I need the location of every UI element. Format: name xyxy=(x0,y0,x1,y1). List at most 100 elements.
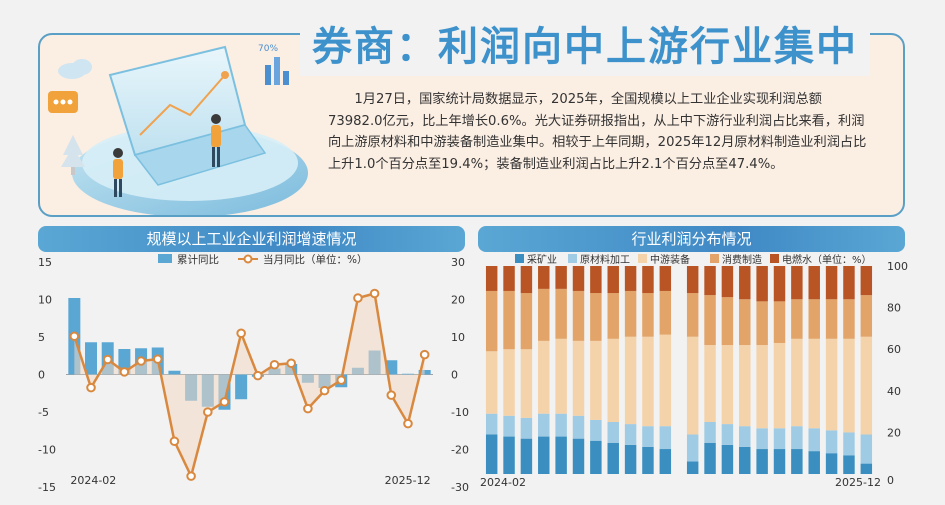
stacked-segment xyxy=(555,436,567,474)
stacked-segment xyxy=(756,345,768,429)
y-axis-tick: 80 xyxy=(887,302,901,315)
stacked-segment xyxy=(520,266,533,294)
profit-distribution-panel-title: 行业利润分布情况 xyxy=(478,226,905,252)
stacked-segment xyxy=(739,426,751,447)
stacked-segment xyxy=(572,340,585,416)
chat-bubble-icon xyxy=(48,91,78,113)
stacked-segment xyxy=(860,336,873,435)
stacked-segment xyxy=(704,442,716,474)
monthly-point xyxy=(186,471,196,481)
stacked-segment xyxy=(538,413,550,437)
stacked-segment xyxy=(704,295,716,346)
stacked-segment xyxy=(572,266,585,291)
stacked-segment xyxy=(773,428,786,450)
cloud-icon xyxy=(58,59,92,79)
stacked-segment xyxy=(503,436,515,474)
stacked-segment xyxy=(659,290,672,335)
legend-swatch xyxy=(568,254,577,263)
stacked-segment xyxy=(756,428,768,450)
stacked-segment xyxy=(686,434,699,462)
stacked-segment xyxy=(607,293,619,339)
left-axis-tick: -15 xyxy=(38,481,56,494)
stacked-segment xyxy=(642,426,654,447)
stacked-segment xyxy=(503,290,515,350)
monthly-point xyxy=(369,288,380,299)
stacked-segment xyxy=(485,266,498,291)
stacked-segment xyxy=(808,299,820,339)
stacked-segment xyxy=(704,422,716,443)
stacked-segment xyxy=(825,266,838,300)
stacked-segment xyxy=(555,338,567,414)
stacked-segment xyxy=(538,340,550,414)
stacked-segment xyxy=(590,266,602,294)
illustration: 70% xyxy=(48,44,308,215)
stacked-segment xyxy=(721,444,734,474)
stacked-segment xyxy=(555,288,567,339)
stacked-segment xyxy=(773,266,786,302)
y-axis-tick: 60 xyxy=(887,343,901,356)
legend-label: 原材料加工 xyxy=(580,253,630,266)
monthly-point xyxy=(269,359,280,370)
legend-label: 消费制造 xyxy=(722,253,762,266)
stacked-segment xyxy=(607,442,619,474)
left-axis-tick: -5 xyxy=(38,406,49,419)
stacked-segment xyxy=(704,345,716,422)
profit-growth-chart: 15 10 5 0 -5 -10 -15 30 20 10 0 -10 -20 -30 2024-02 202… xyxy=(38,253,469,494)
x-axis-last-label: 2025-12 xyxy=(835,476,881,489)
monthly-point xyxy=(419,349,430,360)
stacked-segment xyxy=(686,336,699,435)
right-axis-tick: 30 xyxy=(451,256,465,269)
legend-line-marker xyxy=(243,254,253,264)
title-background: 券商：利润向中上游行业集中 xyxy=(300,18,870,76)
stacked-segment xyxy=(739,266,751,300)
stacked-segment xyxy=(520,438,533,474)
monthly-point xyxy=(219,397,230,407)
monthly-point xyxy=(353,293,363,303)
right-axis-tick: 20 xyxy=(451,294,465,307)
cumulative-bar xyxy=(401,373,414,375)
left-axis-tick: 10 xyxy=(38,294,52,307)
stacked-segment xyxy=(721,424,734,445)
legend: 采矿业 原材料加工 中游装备 消费制造 电燃水（单位：%） xyxy=(515,253,872,266)
page-title: 券商：利润向中上游行业集中 xyxy=(312,24,858,70)
left-axis-tick: 5 xyxy=(38,331,45,344)
stacked-segment xyxy=(756,449,768,474)
monthly-point xyxy=(319,385,330,396)
monthly-point xyxy=(253,370,263,381)
monthly-point xyxy=(286,358,297,369)
stacked-segment xyxy=(686,461,699,474)
stacked-segment xyxy=(607,266,619,294)
left-axis-tick: -10 xyxy=(38,444,56,457)
stacked-segment xyxy=(572,290,585,341)
stacked-segment xyxy=(520,293,533,350)
stacked-segment xyxy=(843,266,855,300)
stacked-segment xyxy=(659,334,672,427)
stacked-segment xyxy=(756,301,768,346)
legend-swatch xyxy=(770,254,779,263)
legend-label: 采矿业 xyxy=(527,253,557,266)
x-axis-first-label: 2024-02 xyxy=(480,476,526,489)
y-axis-tick: 100 xyxy=(887,260,908,273)
stacked-segment xyxy=(555,266,567,289)
stacked-segment xyxy=(808,428,820,452)
stacked-segment xyxy=(721,266,734,298)
stacked-segment xyxy=(485,351,498,414)
legend-swatch xyxy=(710,254,719,263)
stacked-segment xyxy=(791,266,803,300)
stacked-segment xyxy=(860,295,873,337)
stacked-segment xyxy=(721,345,734,425)
stacked-segment xyxy=(503,415,515,437)
legend-line-label: 当月同比（单位：%） xyxy=(263,253,367,266)
monthly-point xyxy=(236,328,246,339)
y-axis-tick: 20 xyxy=(887,426,901,439)
summary-text: 1月27日，国家统计局数据显示，2025年，全国规模以上工业企业实现利润总额73… xyxy=(328,92,867,172)
tree-icon xyxy=(61,135,85,175)
stacked-segment xyxy=(860,463,873,474)
y-axis-tick: 0 xyxy=(887,474,894,487)
stacked-segment xyxy=(808,451,820,474)
legend-bar-swatch xyxy=(158,254,172,263)
stacked-segment xyxy=(607,338,619,422)
left-axis-tick: 15 xyxy=(38,256,52,269)
stacked-segment xyxy=(739,345,751,427)
person-left-icon xyxy=(113,148,123,197)
